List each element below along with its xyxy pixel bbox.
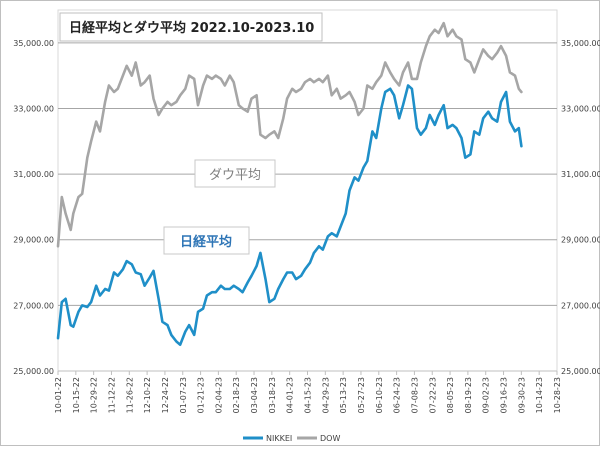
x-tick-label: 08-05-23 — [446, 377, 455, 413]
x-tick-label: 10-29-22 — [90, 377, 99, 413]
x-tick-label: 10-28-23 — [553, 377, 562, 413]
x-tick-label: 10-01-22 — [54, 377, 63, 413]
x-tick-label: 09-16-23 — [500, 377, 509, 413]
x-tick-label: 05-27-23 — [357, 377, 366, 413]
dow-annotation-box — [194, 159, 276, 188]
y-tick-label-left: 35,000.00 — [13, 39, 54, 48]
x-tick-label: 06-10-23 — [375, 377, 384, 413]
x-tick-label: 07-22-23 — [428, 377, 437, 413]
y-tick-label-left: 27,000.00 — [13, 301, 54, 310]
nikkei-annotation-label: 日経平均 — [180, 234, 232, 250]
y-tick-label-left: 31,000.00 — [13, 170, 54, 179]
x-tick-label: 01-21-23 — [197, 377, 206, 413]
y-tick-label-right: 35,000.00 — [561, 39, 600, 48]
x-tick-label: 11-26-22 — [125, 377, 134, 413]
title-box — [59, 12, 323, 42]
nikkei-annotation-box — [163, 226, 250, 255]
x-tick-label: 06-24-23 — [393, 377, 402, 413]
dow-annotation-label: ダウ平均 — [209, 168, 261, 183]
x-tick-label: 10-15-22 — [72, 377, 81, 413]
y-tick-label-right: 33,000.00 — [561, 104, 600, 113]
x-tick-label: 01-07-23 — [179, 377, 188, 413]
x-tick-label: 02-18-23 — [232, 377, 241, 413]
legend: NIKKEI DOW — [243, 434, 340, 443]
legend-label-nikkei: NIKKEI — [266, 434, 292, 443]
y-tick-label-left: 33,000.00 — [13, 104, 54, 113]
plot-area — [57, 9, 558, 372]
x-tick-label: 03-04-23 — [250, 377, 259, 413]
y-tick-label-left: 29,000.00 — [13, 236, 54, 245]
x-tick-label: 10-14-23 — [535, 377, 544, 413]
y-tick-label-right: 31,000.00 — [561, 170, 600, 179]
x-tick-label: 02-04-23 — [214, 377, 223, 413]
x-tick-label: 11-12-22 — [107, 377, 116, 413]
series-line-nikkei — [56, 84, 523, 347]
x-tick-label: 07-08-23 — [410, 377, 419, 413]
y-tick-label-right: 27,000.00 — [561, 301, 600, 310]
x-tick-label: 12-10-22 — [143, 377, 152, 413]
y-tick-label-right: 25,000.00 — [561, 367, 600, 376]
x-tick-label: 08-19-23 — [464, 377, 473, 413]
x-tick-label: 05-13-23 — [339, 377, 348, 413]
y-tick-label-left: 25,000.00 — [13, 367, 54, 376]
y-tick-label-right: 29,000.00 — [561, 236, 600, 245]
x-tick-label: 09-30-23 — [517, 377, 526, 413]
x-tick-label: 03-18-23 — [268, 377, 277, 413]
x-tick-label: 09-02-23 — [482, 377, 491, 413]
x-tick-label: 04-29-23 — [321, 377, 330, 413]
legend-label-dow: DOW — [320, 434, 340, 443]
chart-title: 日経平均とダウ平均 2022.10-2023.10 — [69, 20, 314, 36]
x-tick-label: 04-01-23 — [286, 377, 295, 413]
x-tick-label: 04-15-23 — [304, 377, 313, 413]
x-tick-label: 12-24-22 — [161, 377, 170, 413]
series-line-dow — [56, 21, 523, 248]
